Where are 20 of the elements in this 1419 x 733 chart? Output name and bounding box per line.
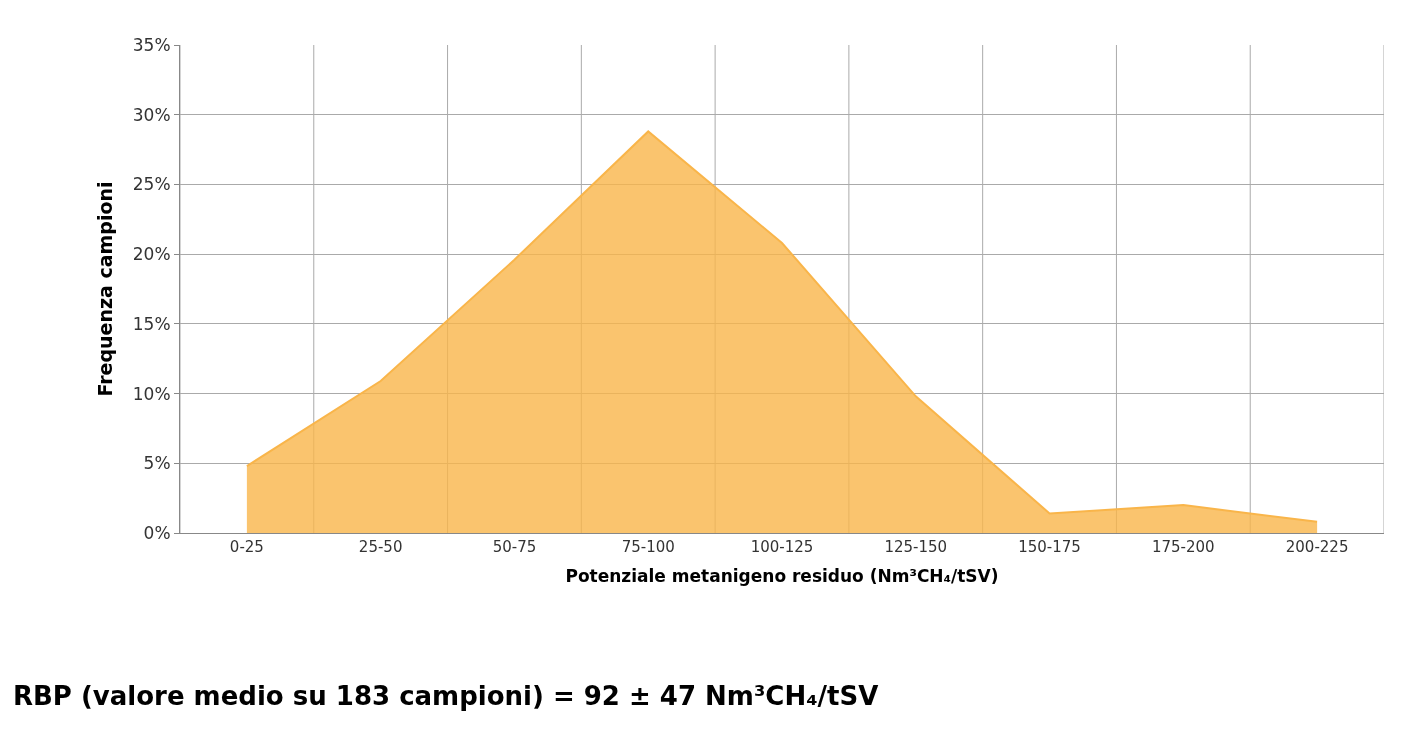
x-tick-label: 150-175	[1018, 538, 1081, 556]
x-tick-label: 100-125	[750, 538, 814, 556]
y-tick-label: 35%	[132, 34, 171, 55]
x-tick-label: 175-200	[1151, 538, 1215, 556]
y-tick-label: 25%	[132, 174, 171, 195]
x-tick-label: 125-150	[884, 538, 948, 556]
y-tick-label: 5%	[143, 453, 171, 474]
x-tick-label: 50-75	[492, 538, 537, 556]
x-tick-label: 75-100	[621, 538, 675, 556]
text: RBP (valore medio su 183 campioni) = 92 ± 47 Nm³CH₄/tSV	[13, 681, 879, 711]
x-tick-label: 25-50	[358, 538, 403, 556]
y-tick-label: 20%	[132, 244, 171, 265]
y-axis-title: Frequenza campioni	[93, 181, 116, 397]
x-tick-label: 0-25	[229, 538, 264, 556]
y-tick-label: 15%	[132, 313, 171, 334]
y-tick-label: 0%	[143, 522, 171, 543]
x-tick-label: 200-225	[1285, 538, 1349, 556]
y-tick-label: 10%	[132, 383, 171, 404]
y-tick-label: 30%	[132, 104, 171, 125]
x-axis-title: Potenziale metanigeno residuo (Nm³CH₄/tSV)	[565, 566, 999, 587]
